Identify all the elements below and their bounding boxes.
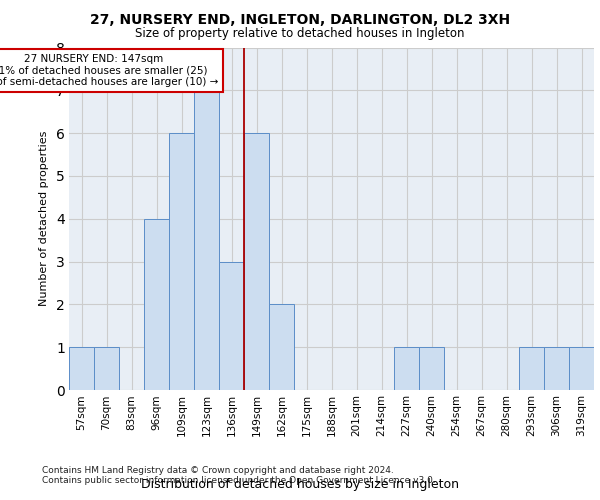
Bar: [394, 347, 419, 390]
Bar: [194, 90, 219, 390]
Bar: [94, 347, 119, 390]
Text: Contains public sector information licensed under the Open Government Licence v3: Contains public sector information licen…: [42, 476, 436, 485]
Text: 27 NURSERY END: 147sqm
← 71% of detached houses are smaller (25)
29% of semi-det: 27 NURSERY END: 147sqm ← 71% of detached…: [0, 54, 218, 87]
Text: Size of property relative to detached houses in Ingleton: Size of property relative to detached ho…: [135, 28, 465, 40]
Text: Distribution of detached houses by size in Ingleton: Distribution of detached houses by size …: [141, 478, 459, 491]
Bar: [519, 347, 544, 390]
Bar: [69, 347, 94, 390]
Bar: [219, 262, 244, 390]
Text: Contains HM Land Registry data © Crown copyright and database right 2024.: Contains HM Land Registry data © Crown c…: [42, 466, 394, 475]
Bar: [144, 219, 169, 390]
Bar: [419, 347, 444, 390]
Y-axis label: Number of detached properties: Number of detached properties: [39, 131, 49, 306]
Bar: [169, 133, 194, 390]
Bar: [269, 304, 294, 390]
Bar: [544, 347, 569, 390]
Bar: [569, 347, 594, 390]
Text: 27, NURSERY END, INGLETON, DARLINGTON, DL2 3XH: 27, NURSERY END, INGLETON, DARLINGTON, D…: [90, 12, 510, 26]
Bar: [244, 133, 269, 390]
